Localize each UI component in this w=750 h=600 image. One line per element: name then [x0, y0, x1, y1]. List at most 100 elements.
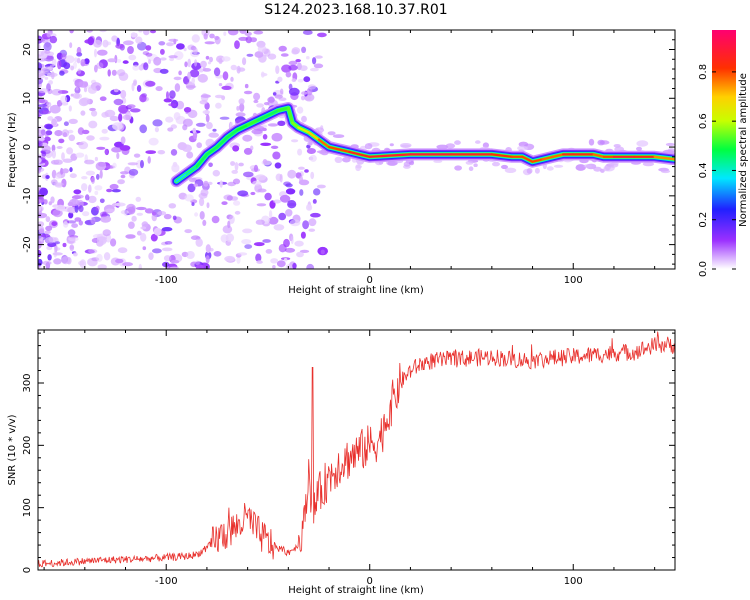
noise-blob [665, 142, 675, 147]
noise-blob [254, 183, 263, 193]
noise-blob [183, 107, 192, 113]
noise-blob [614, 146, 625, 152]
snr-line [38, 331, 675, 568]
noise-blob [38, 228, 45, 234]
noise-blob [204, 102, 210, 110]
noise-blob [294, 240, 304, 247]
noise-blob [304, 96, 312, 101]
noise-blob [73, 252, 78, 257]
ridge-core [551, 153, 565, 158]
noise-blob [433, 159, 443, 163]
noise-blob [268, 216, 279, 225]
noise-blob [185, 81, 196, 90]
noise-blob [222, 225, 233, 234]
noise-blob [188, 177, 198, 183]
ridge-core [205, 146, 219, 156]
noise-blob [306, 148, 316, 154]
noise-blob [195, 264, 204, 269]
noise-blob [139, 124, 147, 134]
spectrogram-ylabel: Frequency (Hz) [7, 112, 18, 188]
noise-blob [158, 41, 166, 46]
noise-blob [205, 255, 210, 264]
noise-blob [159, 68, 169, 74]
noise-blob [68, 118, 78, 124]
noise-blob [122, 60, 129, 64]
noise-blob [202, 66, 206, 72]
noise-blob [112, 162, 117, 169]
noise-blob [159, 57, 167, 61]
noise-blob [283, 258, 288, 262]
noise-blob [168, 38, 179, 42]
noise-blob [118, 104, 129, 114]
noise-blob [237, 67, 246, 72]
noise-blob [44, 76, 49, 80]
noise-blob [96, 236, 107, 245]
noise-blob [78, 260, 85, 266]
noise-blob [300, 231, 306, 239]
noise-blob [237, 190, 249, 197]
noise-blob [161, 247, 173, 252]
noise-blob [355, 164, 361, 172]
noise-blob [274, 162, 282, 169]
noise-blob [171, 163, 180, 173]
noise-blob [197, 73, 208, 83]
noise-blob [260, 142, 272, 146]
noise-blob [111, 189, 121, 193]
noise-blob [237, 252, 248, 256]
noise-blob [46, 30, 52, 38]
noise-blob [160, 48, 165, 55]
ridge-core [226, 128, 239, 139]
noise-blob [575, 164, 586, 171]
noise-blob [332, 134, 345, 139]
colorbar-label: Normalized spectral amplitude [738, 73, 749, 227]
noise-blob [69, 167, 73, 173]
noise-blob [115, 258, 124, 264]
noise-blob [168, 55, 178, 59]
noise-blob [194, 59, 198, 67]
noise-blob [51, 58, 57, 67]
noise-blob [120, 89, 127, 99]
noise-blob [213, 67, 221, 77]
noise-blob [96, 253, 103, 262]
noise-blob [148, 59, 151, 65]
noise-blob [74, 204, 79, 213]
noise-blob [199, 100, 208, 105]
noise-blob [253, 242, 265, 247]
noise-blob [93, 39, 102, 48]
noise-blob [142, 246, 147, 251]
noise-blob [163, 213, 172, 220]
noise-blob [215, 102, 222, 109]
noise-blob [308, 218, 317, 227]
noise-blob [113, 98, 124, 106]
noise-blob [465, 160, 474, 165]
noise-blob [135, 196, 142, 202]
noise-blob [255, 219, 265, 225]
noise-blob [127, 221, 135, 229]
noise-blob [288, 60, 298, 66]
noise-blob [111, 69, 117, 76]
noise-blob [229, 215, 235, 224]
noise-blob [200, 94, 211, 98]
noise-blob [44, 236, 56, 244]
noise-blob [45, 216, 51, 223]
noise-blob [76, 46, 82, 56]
noise-blob [212, 128, 217, 132]
noise-blob [468, 166, 474, 171]
noise-blob [177, 142, 187, 151]
noise-blob [219, 116, 230, 120]
noise-blob [42, 260, 52, 266]
noise-blob [78, 205, 84, 213]
noise-blob [58, 138, 65, 144]
noise-blob [74, 57, 78, 63]
noise-blob [285, 209, 293, 217]
noise-blob [306, 263, 315, 269]
noise-blob [56, 146, 63, 149]
noise-blob [99, 169, 103, 179]
noise-blob [221, 56, 231, 62]
noise-blob [153, 227, 162, 236]
noise-blob [313, 63, 324, 69]
noise-blob [454, 140, 461, 145]
noise-blob [205, 114, 210, 123]
noise-blob [62, 221, 69, 228]
